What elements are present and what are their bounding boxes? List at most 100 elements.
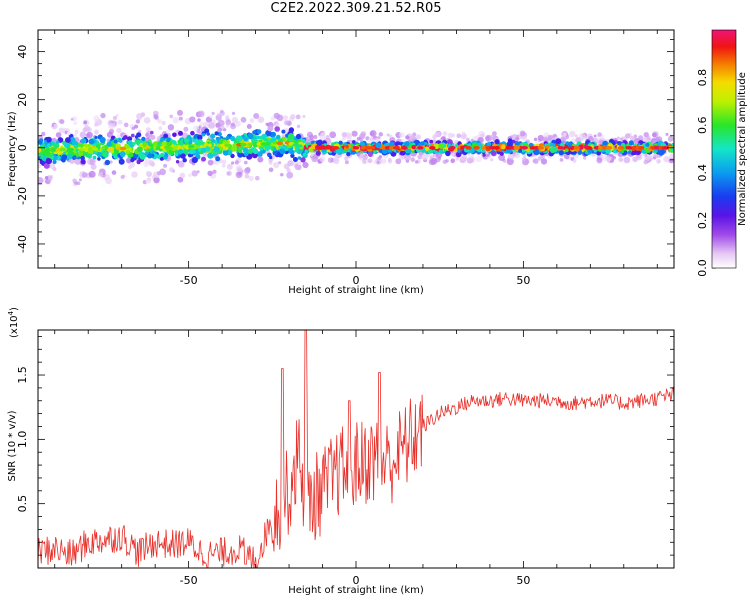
heatmap-cell	[401, 146, 408, 150]
heatmap-cell	[217, 123, 222, 128]
heatmap-cell	[128, 152, 134, 158]
heatmap-cell	[635, 153, 643, 161]
heatmap-cell	[506, 141, 513, 148]
heatmap-cell	[302, 161, 309, 169]
heatmap-cell	[180, 153, 186, 159]
heatmap-cell	[605, 149, 611, 154]
snr-line-plot	[38, 330, 674, 568]
heatmap-cell	[362, 159, 367, 164]
heatmap-cell	[120, 175, 125, 179]
heatmap-cell	[242, 147, 249, 154]
heatmap-cell	[135, 119, 141, 124]
heatmap-cell	[473, 146, 480, 150]
heatmap-cell	[178, 116, 183, 121]
heatmap-cell	[493, 146, 500, 150]
heatmap-cell	[259, 146, 264, 151]
y-tick-label: 0	[16, 144, 29, 151]
heatmap-cell	[572, 158, 577, 163]
heatmap-cell	[344, 156, 349, 161]
heatmap-cell	[65, 143, 71, 149]
heatmap-cell	[223, 128, 227, 132]
heatmap-cell	[183, 126, 189, 132]
heatmap-cell	[521, 146, 528, 150]
heatmap-cell	[101, 146, 106, 150]
heatmap-cell	[316, 139, 323, 147]
heatmap-cell	[449, 146, 456, 150]
heatmap-cell	[63, 128, 67, 132]
heatmap-cell	[139, 153, 146, 160]
heatmap-cell	[135, 139, 141, 145]
heatmap-cell	[172, 117, 179, 124]
heatmap-cell	[256, 151, 263, 157]
heatmap-cell	[281, 129, 286, 134]
heatmap-cell	[386, 133, 390, 137]
heatmap-cell	[604, 155, 612, 162]
heatmap-cell	[377, 156, 381, 161]
heatmap-cell	[80, 159, 86, 165]
y-tick-label: 1.5	[16, 366, 29, 384]
heatmap-cell	[177, 109, 183, 116]
y-tick-label: 1.0	[16, 431, 29, 449]
heatmap-cell	[537, 146, 544, 150]
heatmap-cell	[252, 148, 259, 155]
heatmap-cell	[617, 146, 625, 150]
heatmap-cell	[516, 134, 520, 138]
heatmap-cell	[126, 150, 130, 155]
heatmap-cell	[38, 177, 44, 184]
heatmap-cell	[280, 173, 284, 177]
heatmap-cell	[644, 153, 648, 157]
heatmap-cell	[269, 155, 273, 160]
heatmap-cell	[225, 136, 230, 140]
heatmap-cell	[146, 148, 150, 153]
heatmap-cell	[231, 111, 236, 115]
heatmap-cell	[618, 157, 624, 163]
heatmap-cell	[457, 149, 461, 153]
heatmap-cell	[292, 157, 298, 162]
heatmap-cell	[272, 147, 277, 152]
heatmap-cell	[177, 176, 184, 183]
heatmap-cell	[256, 129, 262, 135]
heatmap-cell	[252, 130, 257, 135]
heatmap-cell	[268, 167, 274, 173]
heatmap-cell	[197, 134, 203, 141]
heatmap-cell	[638, 135, 644, 141]
heatmap-cell	[489, 134, 495, 140]
heatmap-cell	[53, 123, 57, 128]
heatmap-cell	[188, 173, 192, 178]
heatmap-cell	[108, 122, 115, 130]
heatmap-cell	[619, 137, 623, 141]
heatmap-cell	[466, 137, 470, 142]
heatmap-cell	[404, 153, 412, 161]
heatmap-cell	[460, 145, 464, 150]
heatmap-cell	[80, 155, 85, 161]
heatmap-cell	[286, 168, 291, 173]
heatmap-cell	[46, 136, 52, 143]
heatmap-cell	[83, 125, 91, 132]
heatmap-cell	[432, 134, 437, 140]
heatmap-cell	[97, 157, 101, 161]
heatmap-cell	[499, 151, 504, 156]
heatmap-cell	[333, 157, 340, 165]
heatmap-cell	[272, 150, 278, 156]
heatmap-cell	[244, 160, 248, 165]
x-tick-label: 50	[516, 274, 530, 287]
heatmap-cell	[178, 130, 183, 136]
heatmap-cell	[539, 135, 544, 140]
heatmap-cell	[507, 152, 515, 160]
heatmap-cell	[206, 132, 210, 136]
heatmap-cell	[59, 147, 66, 152]
heatmap-cell	[134, 124, 139, 129]
snr-y-axis-label: SNR (10 * v/v)	[7, 410, 18, 481]
heatmap-cell	[115, 113, 119, 117]
snr-x-axis-label: Height of straight line (km)	[288, 585, 424, 596]
heatmap-cell	[38, 163, 42, 168]
heatmap-cell	[346, 133, 353, 140]
heatmap-cell	[558, 150, 564, 156]
heatmap-cell	[335, 148, 342, 154]
heatmap-cell	[59, 119, 65, 125]
heatmap-cell	[537, 156, 543, 161]
heatmap-cell	[93, 115, 100, 122]
heatmap-cell	[220, 109, 224, 114]
heatmap-cell	[137, 146, 143, 153]
